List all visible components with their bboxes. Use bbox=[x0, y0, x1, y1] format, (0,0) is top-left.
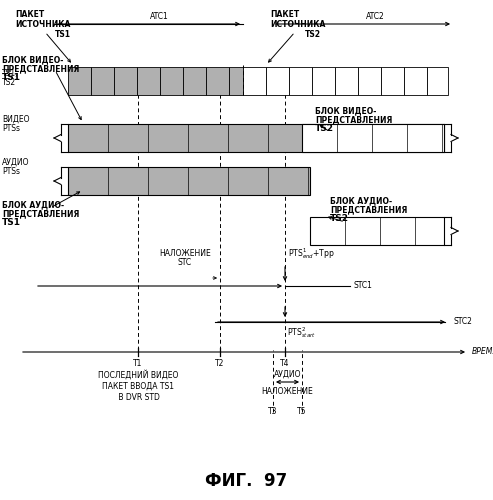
Bar bbox=[137, 67, 160, 95]
Bar bbox=[206, 67, 229, 95]
Text: TS2: TS2 bbox=[305, 30, 321, 39]
Text: БЛОК ВИДЕО-: БЛОК ВИДЕО- bbox=[2, 55, 64, 64]
Text: TS1,: TS1, bbox=[2, 69, 19, 78]
Bar bbox=[68, 167, 310, 195]
Text: STC: STC bbox=[178, 258, 192, 267]
Text: АУДИО: АУДИО bbox=[274, 370, 301, 379]
Text: АУДИО: АУДИО bbox=[2, 158, 30, 167]
Text: БЛОК ВИДЕО-: БЛОК ВИДЕО- bbox=[315, 106, 376, 115]
Bar bbox=[312, 67, 335, 95]
Text: ATC1: ATC1 bbox=[149, 12, 169, 21]
Text: ВИДЕО: ВИДЕО bbox=[2, 115, 30, 124]
Text: ПРЕДСТАВЛЕНИЯ: ПРЕДСТАВЛЕНИЯ bbox=[2, 209, 79, 218]
Bar bbox=[229, 67, 243, 95]
Text: БЛОК АУДИО-: БЛОК АУДИО- bbox=[2, 200, 64, 209]
Bar bbox=[381, 67, 404, 95]
Bar bbox=[289, 67, 312, 95]
Bar bbox=[404, 67, 427, 95]
Text: TS2: TS2 bbox=[315, 124, 334, 133]
Text: ФИГ.  97: ФИГ. 97 bbox=[205, 472, 287, 490]
Text: ПОСЛЕДНИЙ ВИДЕО
ПАКЕТ ВВОДА TS1
 В DVR STD: ПОСЛЕДНИЙ ВИДЕО ПАКЕТ ВВОДА TS1 В DVR ST… bbox=[98, 370, 178, 402]
Bar bbox=[358, 67, 381, 95]
Text: TS2: TS2 bbox=[2, 78, 16, 87]
Text: STC1: STC1 bbox=[353, 282, 372, 290]
Text: НАЛОЖЕНИЕ: НАЛОЖЕНИЕ bbox=[159, 249, 211, 258]
Bar bbox=[335, 67, 358, 95]
Text: ПРЕДСТАВЛЕНИЯ: ПРЕДСТАВЛЕНИЯ bbox=[315, 115, 392, 124]
Text: НАЛОЖЕНИЕ: НАЛОЖЕНИЕ bbox=[262, 387, 314, 396]
Text: STC2: STC2 bbox=[453, 318, 472, 326]
Text: TS2: TS2 bbox=[330, 214, 349, 223]
Text: T3: T3 bbox=[268, 407, 278, 416]
Bar bbox=[243, 67, 266, 95]
Text: TS1: TS1 bbox=[55, 30, 71, 39]
Text: ВРЕМЯ: ВРЕМЯ bbox=[472, 348, 493, 356]
Bar bbox=[183, 67, 206, 95]
Bar bbox=[114, 67, 137, 95]
Text: ATC2: ATC2 bbox=[366, 12, 385, 21]
Text: PTSs: PTSs bbox=[2, 124, 20, 133]
Text: T1: T1 bbox=[133, 359, 142, 368]
Bar bbox=[310, 217, 444, 245]
Text: T5: T5 bbox=[297, 407, 307, 416]
Text: ПРЕДСТАВЛЕНИЯ: ПРЕДСТАВЛЕНИЯ bbox=[2, 64, 79, 73]
Text: T4: T4 bbox=[280, 359, 290, 368]
Text: TS1: TS1 bbox=[2, 218, 21, 227]
Text: TS1: TS1 bbox=[2, 73, 21, 82]
Bar bbox=[427, 67, 448, 95]
Text: T2: T2 bbox=[215, 359, 225, 368]
Text: PTS$^1_{end}$+Tpp: PTS$^1_{end}$+Tpp bbox=[288, 246, 335, 261]
Bar bbox=[91, 67, 114, 95]
Text: ПРЕДСТАВЛЕНИЯ: ПРЕДСТАВЛЕНИЯ bbox=[330, 205, 407, 214]
Bar bbox=[266, 67, 289, 95]
Text: PTS$^2_{start}$: PTS$^2_{start}$ bbox=[287, 325, 316, 340]
Text: ПАКЕТ
ИСТОЧНИКА: ПАКЕТ ИСТОЧНИКА bbox=[270, 10, 325, 29]
Bar bbox=[160, 67, 183, 95]
Text: БЛОК АУДИО-: БЛОК АУДИО- bbox=[330, 196, 392, 205]
Bar bbox=[302, 124, 444, 152]
Bar bbox=[68, 67, 91, 95]
Text: PTSs: PTSs bbox=[2, 167, 20, 176]
Text: ПАКЕТ
ИСТОЧНИКА: ПАКЕТ ИСТОЧНИКА bbox=[15, 10, 70, 29]
Bar bbox=[68, 124, 444, 152]
